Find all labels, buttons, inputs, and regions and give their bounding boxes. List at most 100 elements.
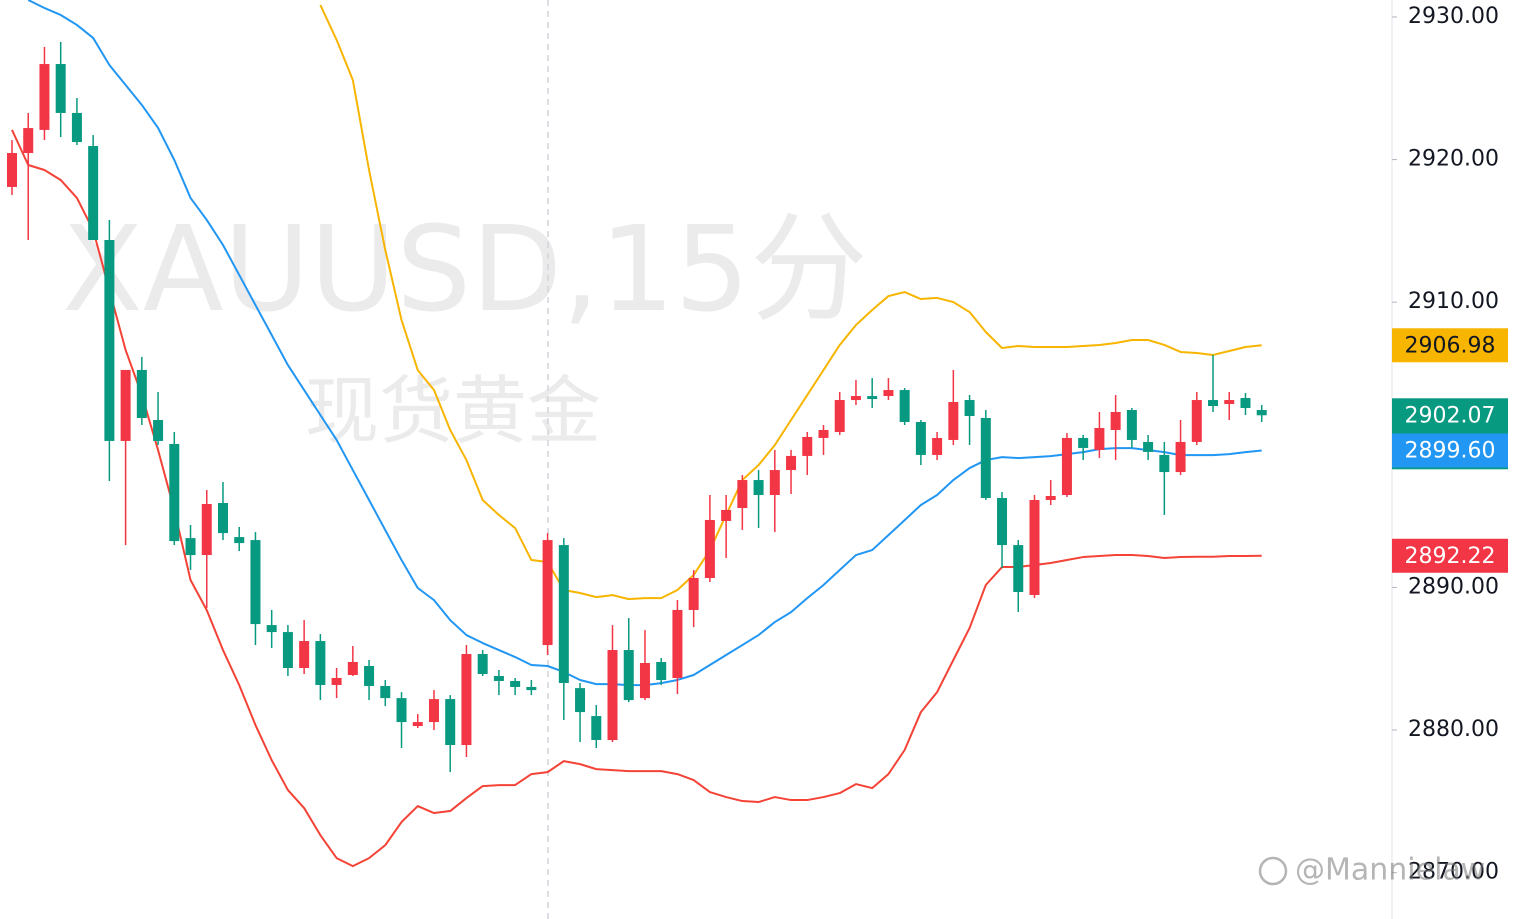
candle-body xyxy=(542,540,553,646)
candle-body xyxy=(850,396,861,401)
candle-body xyxy=(1191,400,1202,442)
candle-body xyxy=(234,537,245,544)
candle-body xyxy=(899,390,910,422)
candle-body xyxy=(1224,400,1235,405)
candle-body xyxy=(299,641,310,669)
candle-body xyxy=(136,369,147,418)
candle-body xyxy=(88,146,99,241)
candle-body xyxy=(1013,545,1024,592)
candle-body xyxy=(315,641,326,685)
candle-body xyxy=(23,128,34,154)
candle-body xyxy=(915,421,926,455)
candle-body xyxy=(331,677,342,685)
y-tick-label: 2910.00 xyxy=(1408,289,1499,314)
candle-body xyxy=(510,680,521,687)
candle-body xyxy=(1126,410,1137,440)
candle-body xyxy=(445,699,456,746)
candle-body xyxy=(1240,398,1251,409)
candle-body xyxy=(185,538,196,556)
plot-area xyxy=(7,0,1267,868)
candle-body xyxy=(607,650,618,741)
author-logo xyxy=(1258,856,1288,886)
y-tick-label: 2880.00 xyxy=(1408,717,1499,742)
candle-body xyxy=(834,400,845,432)
candle-body xyxy=(169,443,180,542)
candle-body xyxy=(1143,441,1154,452)
candle-body xyxy=(364,666,375,686)
candle-body xyxy=(867,396,878,400)
candle-body xyxy=(672,609,683,678)
candle-body xyxy=(396,698,407,723)
candle-body xyxy=(980,417,991,499)
author-name: @Mannielaw xyxy=(1295,853,1485,888)
candle-body xyxy=(217,502,228,534)
candle-body xyxy=(55,64,66,113)
candle-body xyxy=(1256,410,1267,416)
candle-body xyxy=(802,436,813,456)
candle-body xyxy=(1078,437,1089,448)
candle-body xyxy=(591,716,602,741)
candle-body xyxy=(282,632,293,669)
candle-body xyxy=(153,419,164,441)
candle-body xyxy=(948,402,959,440)
candle-body xyxy=(1094,427,1105,450)
candle-body xyxy=(818,429,829,438)
y-tick-label: 2890.00 xyxy=(1408,574,1499,599)
candle-body xyxy=(1175,441,1186,473)
author-watermark: @Mannielaw xyxy=(1258,853,1485,888)
candle-body xyxy=(347,662,358,675)
candle-body xyxy=(477,654,488,674)
candle-body xyxy=(737,480,748,508)
y-tick-label: 2870.00 xyxy=(1408,860,1499,885)
candle-body xyxy=(639,663,650,699)
candle-body xyxy=(704,519,715,579)
candle-body xyxy=(201,503,212,556)
candle-body xyxy=(1208,400,1219,407)
candle-body xyxy=(71,112,82,143)
candle-body xyxy=(656,662,667,680)
candle-body xyxy=(1045,496,1056,501)
candle-body xyxy=(461,654,472,746)
price-badge xyxy=(1392,538,1508,573)
watermark-title: XAUUSD,15分 xyxy=(62,200,868,338)
candle-body xyxy=(721,509,732,521)
candle-body xyxy=(786,455,797,471)
y-tick-label: 2930.00 xyxy=(1408,4,1499,29)
candle-body xyxy=(623,650,634,701)
candle-body xyxy=(7,153,17,187)
candle-body xyxy=(104,240,115,441)
candle-body xyxy=(120,369,131,441)
candle-body xyxy=(575,688,586,713)
candle-body xyxy=(526,686,537,691)
candle-body xyxy=(558,545,569,683)
candle-body xyxy=(1110,412,1121,430)
candle-body xyxy=(1029,500,1040,595)
price-badge-label: 2892.22 xyxy=(1405,544,1496,569)
candle-body xyxy=(39,64,50,130)
candle-body xyxy=(997,498,1008,546)
candle-body xyxy=(266,625,277,633)
price-badge-label: 2899.60 xyxy=(1405,439,1496,464)
band-line xyxy=(11,129,1262,868)
price-badge-label: 2906.98 xyxy=(1405,333,1496,358)
price-badge xyxy=(1392,433,1508,468)
candle-body xyxy=(769,470,780,496)
candle-body xyxy=(1159,454,1170,473)
candle-body xyxy=(250,540,261,625)
candle-body xyxy=(412,722,423,727)
price-badge xyxy=(1392,328,1508,363)
candle-body xyxy=(753,480,764,496)
candle-body xyxy=(493,675,504,681)
candle-body xyxy=(688,578,699,610)
watermark-subtitle: 现货黄金 xyxy=(305,369,601,455)
candle-body xyxy=(883,390,894,397)
candle-body xyxy=(1061,437,1072,496)
price-scale: 2930.00 2920.00 2910.00 2890.00 2880.00 2870.… xyxy=(1392,4,1508,885)
candle-body xyxy=(932,437,943,455)
band-line xyxy=(319,4,1262,601)
candle-body xyxy=(964,400,975,417)
y-tick-label: 2920.00 xyxy=(1408,147,1499,172)
candle-body xyxy=(428,699,439,723)
